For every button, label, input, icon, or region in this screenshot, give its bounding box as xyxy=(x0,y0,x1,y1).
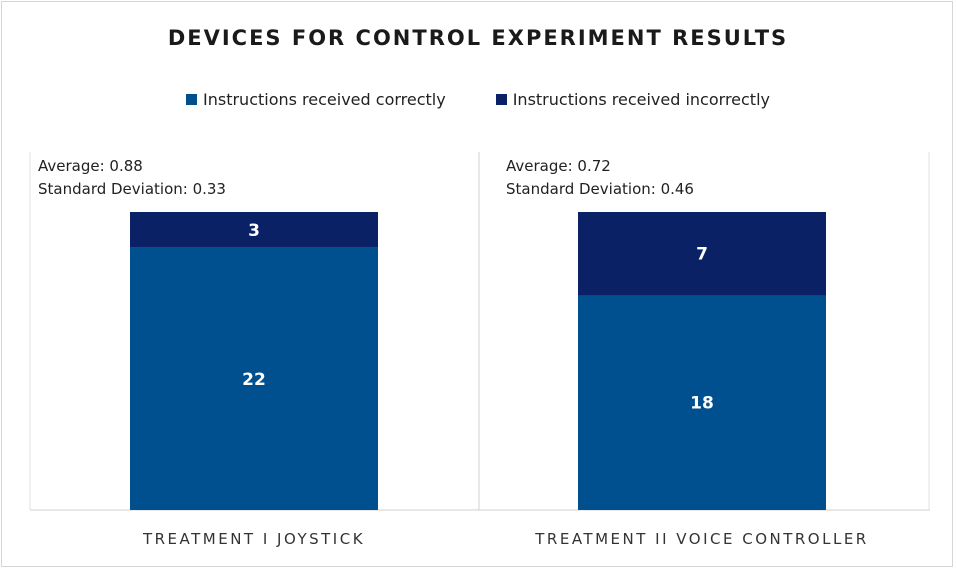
average-text-treatment-2: Average: 0.72 xyxy=(506,157,611,175)
bar-treatment-1-incorrect xyxy=(130,212,378,248)
bar-treatment-2-incorrect xyxy=(578,212,826,296)
stats-treatment-1: Average: 0.88 Standard Deviation: 0.33 xyxy=(38,155,226,201)
average-text-treatment-1: Average: 0.88 xyxy=(38,157,143,175)
bar-treatment-1-correct xyxy=(130,247,378,510)
stats-treatment-2: Average: 0.72 Standard Deviation: 0.46 xyxy=(506,155,694,201)
legend-item-incorrect: Instructions received incorrectly xyxy=(495,90,770,109)
legend-swatch-incorrect xyxy=(495,94,507,105)
chart-legend: Instructions received correctly Instruct… xyxy=(0,90,956,109)
std-text-treatment-1: Standard Deviation: 0.33 xyxy=(38,180,226,198)
legend-label-incorrect: Instructions received incorrectly xyxy=(512,90,770,109)
std-text-treatment-2: Standard Deviation: 0.46 xyxy=(506,180,694,198)
chart-title: DEVICES FOR CONTROL EXPERIMENT RESULTS xyxy=(167,26,789,50)
bar-treatment-2-correct xyxy=(578,295,826,510)
data-label-treatment-2-correct: 18 xyxy=(690,394,714,414)
legend-label-correct: Instructions received correctly xyxy=(203,90,446,109)
legend-item-correct: Instructions received correctly xyxy=(186,90,446,109)
category-label-treatment-2: TREATMENT II VOICE CONTROLLER xyxy=(534,530,868,548)
category-label-treatment-1: TREATMENT I JOYSTICK xyxy=(142,530,365,548)
data-label-treatment-1-correct: 22 xyxy=(242,370,266,390)
data-label-treatment-1-incorrect: 3 xyxy=(248,221,260,241)
data-label-treatment-2-incorrect: 7 xyxy=(696,245,708,265)
legend-swatch-correct xyxy=(186,94,197,105)
